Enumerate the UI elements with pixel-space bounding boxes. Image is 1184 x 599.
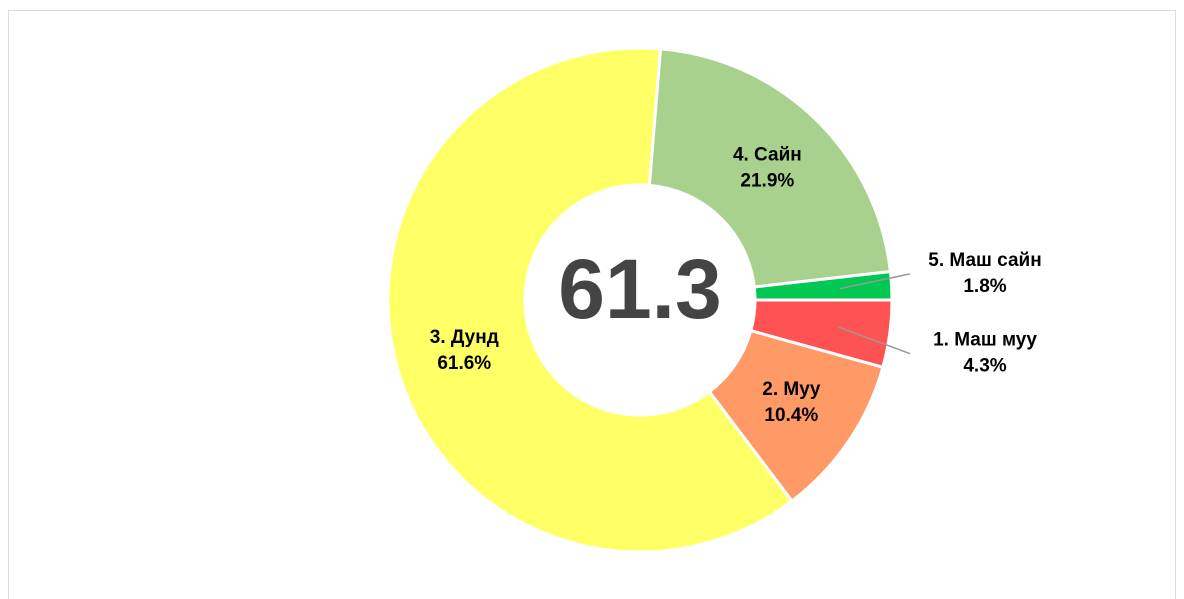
slice-label: 1. Маш муу bbox=[933, 330, 1037, 351]
slice-label: 4. Сайн bbox=[733, 145, 802, 166]
slice-value: 10.4% bbox=[764, 405, 818, 426]
slice-value: 61.6% bbox=[437, 353, 491, 374]
slice-value: 1.8% bbox=[963, 276, 1006, 297]
slice-label: 2. Муу bbox=[762, 379, 821, 400]
leader-line bbox=[837, 326, 911, 355]
leader-line bbox=[839, 273, 911, 290]
frame bbox=[8, 10, 1176, 599]
slice bbox=[752, 269, 894, 302]
slice bbox=[386, 46, 795, 554]
slice-value: 4.3% bbox=[963, 356, 1006, 377]
slice-label: 5. Маш сайн bbox=[928, 250, 1041, 271]
slice bbox=[647, 47, 893, 289]
slice-value: 21.9% bbox=[740, 171, 794, 192]
slice-label: 3. Дунд bbox=[430, 327, 499, 348]
center-value: 61.3 bbox=[558, 242, 722, 336]
